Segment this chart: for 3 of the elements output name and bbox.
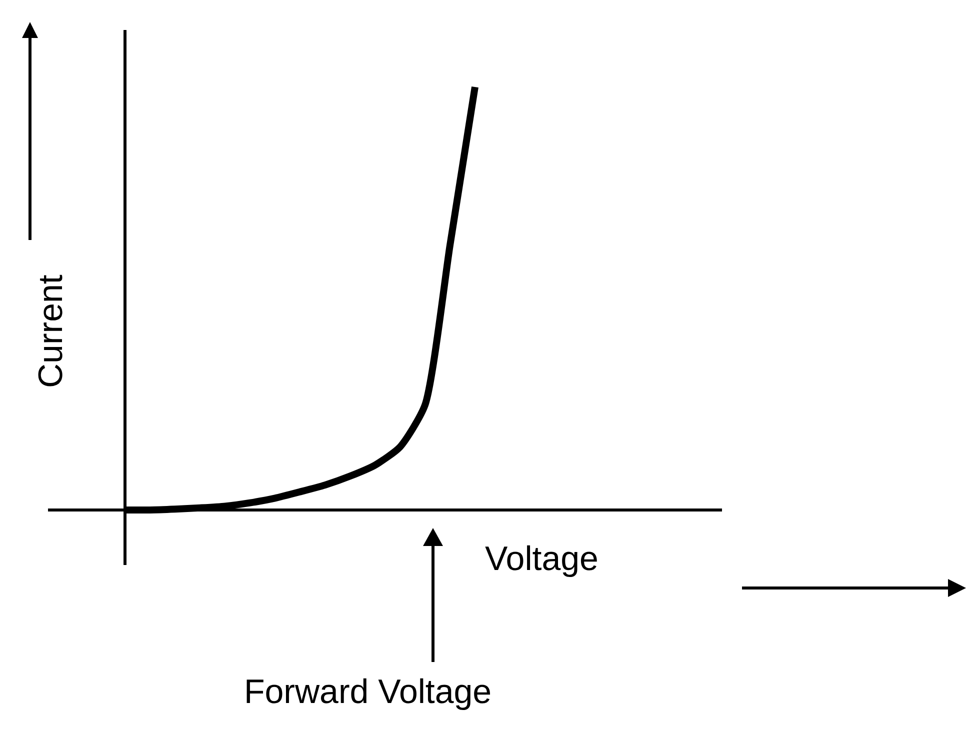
text: Forward Voltage [244,673,492,711]
y-axis-title: Current [32,274,70,388]
x-axis-title: Voltage [485,540,598,578]
